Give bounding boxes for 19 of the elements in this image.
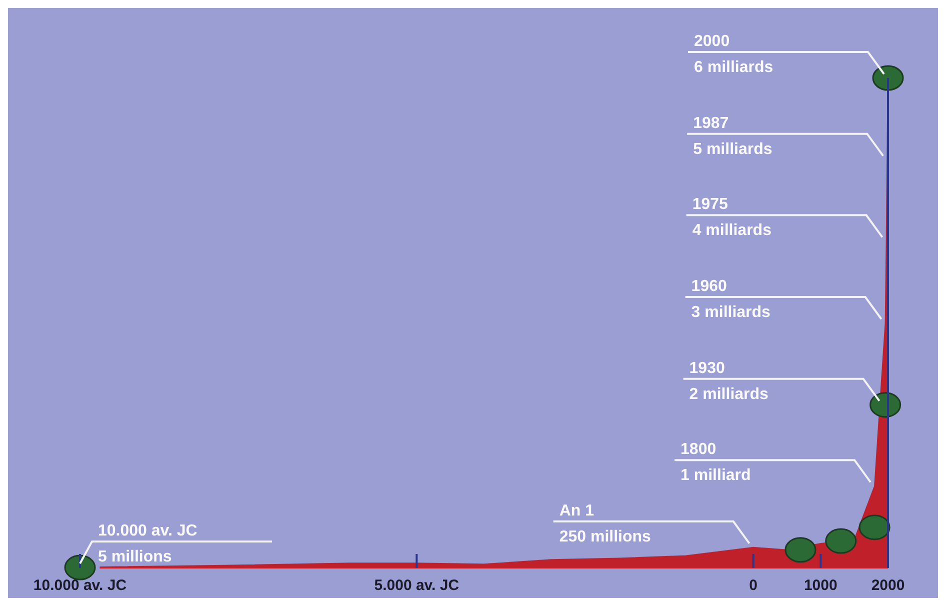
annotation: 2000 6 milliards <box>694 33 774 76</box>
x-tick-label: 5.000 av. JC <box>374 577 460 594</box>
x-tick-label: 10.000 av. JC <box>33 577 127 594</box>
annotation: 1975 4 milliards <box>692 196 772 240</box>
x-tick-label: 2000 <box>871 577 905 594</box>
annotation: An 1 250 millions <box>559 502 652 546</box>
annotation: 1960 3 milliards <box>691 278 771 321</box>
point <box>825 528 857 554</box>
x-tick-label: 1000 <box>804 577 838 594</box>
point <box>870 392 902 418</box>
annotation: 1930 2 milliards <box>689 360 769 403</box>
annotation: 1987 5 milliards <box>693 114 772 158</box>
annotation: 1800 1 milliard <box>680 441 751 484</box>
annotation: 10.000 av. JC 5 millions <box>98 522 198 566</box>
x-tick-label: 0 <box>749 577 758 594</box>
point <box>784 537 816 563</box>
point <box>858 514 890 540</box>
point <box>872 65 904 91</box>
point <box>64 554 96 580</box>
